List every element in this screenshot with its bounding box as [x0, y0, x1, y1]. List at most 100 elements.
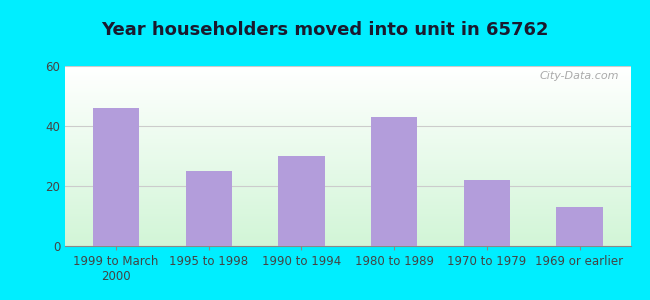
Bar [65, 156, 630, 157]
Bar [65, 180, 630, 181]
Bar [65, 120, 630, 121]
Bar [65, 73, 630, 74]
Bar [65, 121, 630, 122]
Bar [65, 210, 630, 211]
Bar [65, 107, 630, 108]
Bar [65, 94, 630, 95]
Bar [65, 153, 630, 154]
Bar [65, 115, 630, 116]
Bar [65, 170, 630, 171]
Bar [371, 117, 417, 246]
Bar [65, 155, 630, 156]
Bar [278, 156, 324, 246]
Bar [65, 233, 630, 234]
Bar [65, 202, 630, 203]
Bar [65, 113, 630, 114]
Bar [65, 167, 630, 168]
Bar [65, 127, 630, 128]
Bar [65, 242, 630, 243]
Bar [65, 212, 630, 213]
Bar [65, 149, 630, 150]
Bar [65, 197, 630, 198]
Bar [65, 179, 630, 180]
Bar [65, 218, 630, 219]
Bar [65, 189, 630, 190]
Bar [65, 181, 630, 182]
Bar [65, 90, 630, 91]
Bar [65, 194, 630, 195]
Bar [65, 190, 630, 191]
Bar [65, 220, 630, 221]
Bar [65, 217, 630, 218]
Bar [65, 122, 630, 123]
Bar [65, 130, 630, 131]
Bar [65, 169, 630, 170]
Bar [65, 128, 630, 129]
Bar [65, 160, 630, 161]
Bar [65, 88, 630, 89]
Text: Year householders moved into unit in 65762: Year householders moved into unit in 657… [101, 21, 549, 39]
Bar [65, 139, 630, 140]
Bar [65, 79, 630, 80]
Bar [65, 131, 630, 132]
Bar [65, 236, 630, 237]
Bar [65, 114, 630, 115]
Bar [65, 102, 630, 103]
Bar [65, 136, 630, 137]
Bar [65, 152, 630, 153]
Bar [65, 80, 630, 81]
Bar [65, 235, 630, 236]
Bar [65, 173, 630, 174]
Bar [65, 85, 630, 86]
Bar [65, 206, 630, 207]
Bar [65, 202, 630, 203]
Bar [65, 125, 630, 126]
Bar [65, 207, 630, 208]
Bar [65, 229, 630, 230]
Bar [65, 137, 630, 138]
Bar [65, 228, 630, 229]
Bar [65, 223, 630, 224]
Bar [65, 83, 630, 84]
Bar [65, 72, 630, 73]
Bar [65, 231, 630, 232]
Bar [65, 126, 630, 127]
Bar [65, 183, 630, 184]
Bar [65, 178, 630, 179]
Bar [65, 96, 630, 97]
Bar [65, 245, 630, 246]
Bar [65, 214, 630, 215]
Bar [65, 108, 630, 109]
Bar [65, 101, 630, 102]
Bar [65, 99, 630, 100]
Bar [65, 66, 630, 67]
Bar [65, 118, 630, 119]
Bar [65, 224, 630, 225]
Bar [65, 105, 630, 106]
Bar [65, 78, 630, 79]
Bar [65, 98, 630, 99]
Bar [65, 133, 630, 134]
Bar [65, 142, 630, 143]
Bar [65, 182, 630, 183]
Bar [65, 112, 630, 113]
Bar [65, 141, 630, 142]
Bar [65, 145, 630, 146]
Bar [65, 234, 630, 235]
Bar [65, 158, 630, 159]
Bar [65, 69, 630, 70]
Bar [65, 208, 630, 209]
Bar [65, 174, 630, 175]
Bar [65, 71, 630, 72]
Bar [65, 209, 630, 210]
Bar [65, 205, 630, 206]
Bar [65, 117, 630, 118]
Bar [65, 104, 630, 105]
Bar [65, 186, 630, 187]
Bar [65, 175, 630, 176]
Bar [65, 192, 630, 193]
Bar [65, 238, 630, 239]
Bar [65, 193, 630, 194]
Bar [65, 97, 630, 98]
Bar [65, 221, 630, 222]
